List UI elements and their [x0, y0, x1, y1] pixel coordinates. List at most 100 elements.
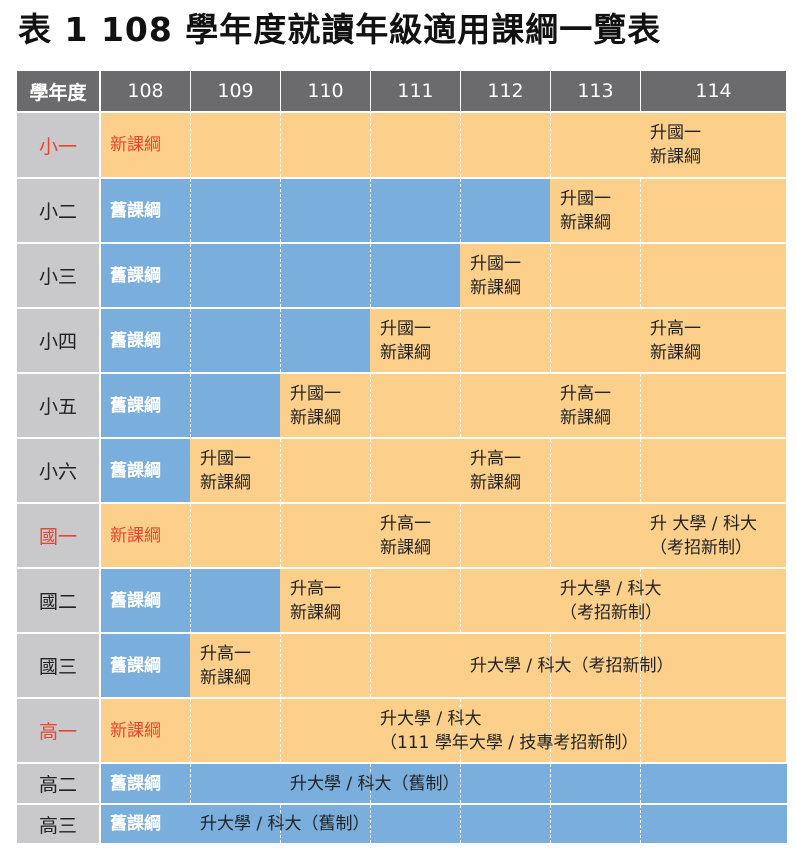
dashed-column-guide: [370, 439, 371, 502]
row-background: [101, 504, 786, 567]
old-curriculum-segment: [101, 805, 787, 843]
cell-text-line: 升大學 / 科大: [560, 579, 662, 599]
cell-text-line: 新課綱: [110, 526, 161, 546]
dashed-column-guide: [640, 244, 641, 307]
cell-text-line: 升國一: [380, 319, 431, 339]
dashed-column-guide: [370, 244, 371, 307]
cell-text-line: 新課綱: [650, 343, 701, 363]
cell-text: 新課綱: [110, 524, 161, 548]
dashed-column-guide: [280, 805, 281, 843]
row-label-小六: 小六: [17, 439, 99, 502]
old-curriculum-segment: [101, 439, 190, 502]
cell-text: 升 大學 / 科大 （考招新制）: [650, 512, 757, 560]
cell-text-line: 新課綱: [290, 603, 341, 623]
dashed-column-guide: [550, 634, 551, 697]
dashed-column-guide: [460, 805, 461, 843]
cell-text-line: 升高一: [470, 449, 521, 469]
dashed-column-guide: [550, 309, 551, 372]
cell-text-line: （考招新制）: [650, 538, 752, 558]
row-label-國一: 國一: [17, 504, 99, 567]
dashed-column-guide: [280, 439, 281, 502]
cell-text-line: 升大學 / 科大（舊制）: [200, 814, 370, 834]
dashed-column-guide: [280, 634, 281, 697]
cell-text-line: 舊課綱: [110, 396, 161, 416]
dashed-column-guide: [550, 764, 551, 803]
cell-text-line: 新課綱: [470, 278, 521, 298]
cell-text-line: 舊課綱: [110, 331, 161, 351]
cell-text: 升大學 / 科大（考招新制）: [560, 577, 662, 625]
dashed-column-guide: [640, 699, 641, 762]
cell-text-line: 新課綱: [110, 721, 161, 741]
cell-text: 升高一 新課綱: [200, 642, 251, 690]
dashed-column-guide: [370, 764, 371, 803]
row-label-高二: 高二: [17, 764, 99, 803]
cell-text: 舊課綱: [110, 199, 161, 223]
dashed-column-guide: [190, 244, 191, 307]
dashed-column-guide: [190, 374, 191, 437]
old-curriculum-segment: [101, 634, 190, 697]
dashed-column-guide: [460, 374, 461, 437]
dashed-column-guide: [640, 764, 641, 803]
cell-text-line: （111 學年大學 / 技專考招新制）: [380, 733, 639, 753]
cell-text: 舊課綱: [110, 812, 161, 836]
cell-text: 升高一 新課綱: [470, 447, 521, 495]
cell-text: 升大學 / 科大（考招新制）: [470, 654, 674, 678]
row-label-小三: 小三: [17, 244, 99, 307]
cell-text-line: 升國一: [560, 189, 611, 209]
dashed-column-guide: [190, 179, 191, 242]
dashed-column-guide: [190, 504, 191, 567]
cell-text-line: 新課綱: [290, 408, 341, 428]
cell-text-line: 升高一: [560, 384, 611, 404]
cell-text-line: 新課綱: [380, 343, 431, 363]
dashed-column-guide: [370, 805, 371, 843]
cell-text: 升高一 新課綱: [650, 317, 701, 365]
cell-text: 舊課綱: [110, 654, 161, 678]
cell-text-line: 升高一: [290, 579, 341, 599]
cell-text-line: 舊課綱: [110, 814, 161, 834]
dashed-column-guide: [460, 569, 461, 632]
dashed-column-guide: [550, 244, 551, 307]
dashed-column-guide: [280, 504, 281, 567]
row-background: [101, 699, 786, 762]
dashed-column-guide: [460, 764, 461, 803]
dashed-column-guide: [190, 113, 191, 177]
cell-text: 升國一 新課綱: [200, 447, 251, 495]
row-label-小二: 小二: [17, 179, 99, 242]
dashed-column-guide: [640, 569, 641, 632]
old-curriculum-segment: [101, 309, 370, 372]
cell-text-line: 舊課綱: [110, 774, 161, 794]
dashed-column-guide: [280, 699, 281, 762]
dashed-column-guide: [370, 374, 371, 437]
cell-text-line: 升大學 / 科大: [380, 709, 482, 729]
dashed-column-guide: [190, 699, 191, 762]
dashed-column-guide: [550, 504, 551, 567]
cell-text-line: 舊課綱: [110, 656, 161, 676]
row-label-高三: 高三: [17, 805, 99, 843]
cell-text-line: 舊課綱: [110, 591, 161, 611]
table-title: 表 1 108 學年度就讀年級適用課綱一覽表: [18, 10, 662, 49]
cell-text-line: 舊課綱: [110, 461, 161, 481]
cell-text: 升國一 新課綱: [560, 187, 611, 235]
dashed-column-guide: [460, 179, 461, 242]
dashed-column-guide: [550, 699, 551, 762]
cell-text: 升國一 新課綱: [380, 317, 431, 365]
cell-text: 舊課綱: [110, 589, 161, 613]
cell-text-line: 升國一: [290, 384, 341, 404]
dashed-column-guide: [280, 309, 281, 372]
header-year-114: 114: [641, 71, 786, 111]
dashed-column-guide: [280, 113, 281, 177]
row-label-小一: 小一: [17, 113, 99, 177]
row-label-國三: 國三: [17, 634, 99, 697]
dashed-column-guide: [550, 805, 551, 843]
dashed-column-guide: [190, 309, 191, 372]
header-year-113: 113: [551, 71, 640, 111]
cell-text-line: 新課綱: [560, 408, 611, 428]
cell-text: 升大學 / 科大（舊制）: [200, 812, 370, 836]
cell-text: 舊課綱: [110, 264, 161, 288]
cell-text-line: 升大學 / 科大（舊制）: [290, 774, 460, 794]
cell-text: 新課綱: [110, 133, 161, 157]
cell-text-line: 新課綱: [200, 668, 251, 688]
header-year-label: 學年度: [17, 71, 99, 111]
cell-text-line: 升高一: [650, 319, 701, 339]
cell-text-line: 新課綱: [110, 135, 161, 155]
